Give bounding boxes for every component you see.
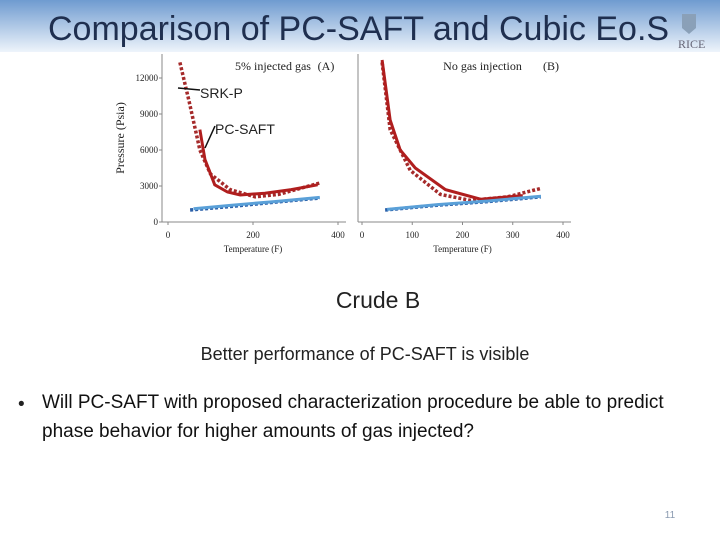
slide-title: Comparison of PC-SAFT and Cubic Eo.S	[48, 10, 669, 48]
header-band	[0, 0, 720, 52]
y-tick-label: 12000	[136, 73, 159, 83]
x-axis-label: Temperature (F)	[433, 244, 492, 254]
bullet: Will PC-SAFT with proposed characterizat…	[42, 392, 664, 442]
x-tick-label: 200	[246, 230, 260, 240]
x-axis-label: Temperature (F)	[224, 244, 283, 254]
annotation: PC-SAFT	[215, 121, 275, 137]
chart-title: No gas injection	[443, 59, 522, 73]
chart-tag: (A)	[318, 59, 335, 73]
logo: RICE	[678, 37, 705, 51]
y-tick-label: 0	[154, 217, 159, 227]
subtitle: Crude B	[336, 287, 420, 313]
bullet-dot: •	[18, 394, 25, 415]
series-line	[198, 129, 318, 197]
x-tick-label: 100	[406, 230, 420, 240]
series-line	[178, 61, 321, 199]
chart-title: 5% injected gas	[235, 59, 311, 73]
series-line	[386, 194, 542, 211]
page-number: 11	[665, 510, 676, 521]
y-axis-label: Pressure (Psia)	[113, 102, 127, 174]
x-tick-label: 200	[456, 230, 470, 240]
logo-shield	[682, 14, 696, 34]
series-line	[380, 62, 542, 203]
y-tick-label: 9000	[140, 109, 159, 119]
bullet-box: Will PC-SAFT with proposed characterizat…	[42, 392, 664, 442]
chart-tag: (B)	[543, 59, 559, 73]
x-tick-label: 400	[331, 230, 345, 240]
x-tick-label: 0	[166, 230, 171, 240]
annotation: SRK-P	[200, 85, 243, 101]
x-tick-label: 300	[506, 230, 520, 240]
annotation-arrow	[177, 87, 201, 91]
x-tick-label: 0	[360, 230, 365, 240]
y-tick-label: 3000	[140, 181, 159, 191]
annotation-arrow	[204, 125, 216, 149]
series-line	[193, 195, 320, 211]
y-tick-label: 6000	[140, 145, 159, 155]
x-tick-label: 400	[556, 230, 570, 240]
series-line	[380, 59, 523, 201]
caption: Better performance of PC-SAFT is visible	[201, 344, 530, 364]
